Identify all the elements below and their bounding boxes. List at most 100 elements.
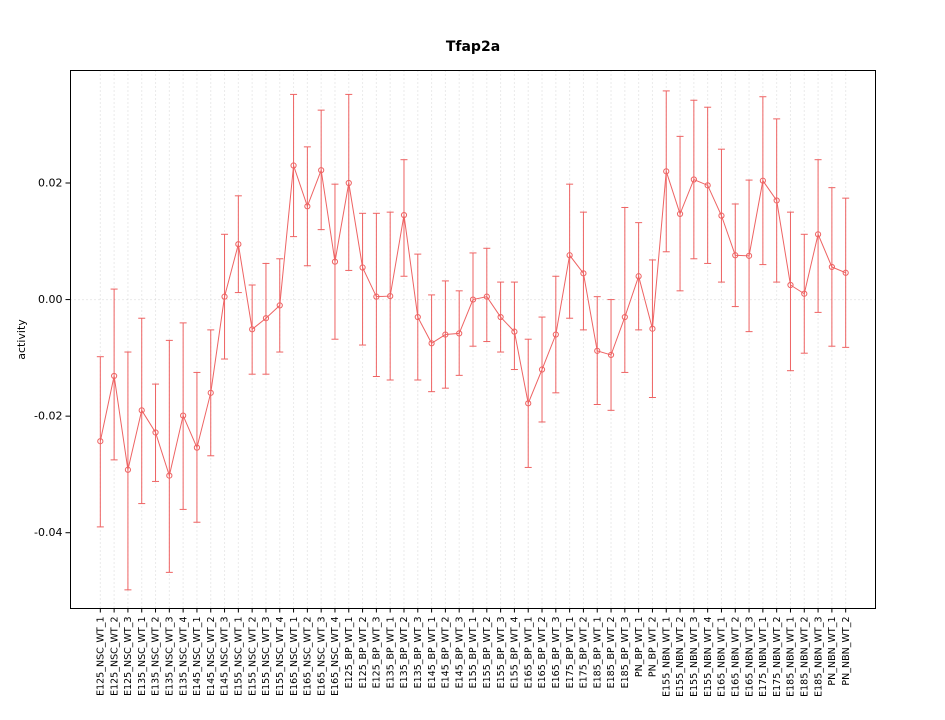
x-tick-label: PN_BP_WT_1 bbox=[634, 617, 645, 678]
x-tick-label: E185_BP_WT_3 bbox=[620, 617, 631, 689]
data-point-marker bbox=[469, 296, 477, 303]
data-point-marker bbox=[456, 330, 463, 337]
data-point-marker bbox=[442, 331, 449, 338]
x-tick-label: E155_BP_WT_3 bbox=[496, 617, 507, 689]
data-point-marker bbox=[663, 168, 670, 175]
data-point-marker bbox=[566, 252, 573, 259]
data-point-marker bbox=[249, 326, 256, 333]
x-tick-label: E185_NBN_WT_2 bbox=[799, 617, 810, 697]
data-point-marker bbox=[318, 167, 325, 174]
data-point-marker bbox=[759, 177, 766, 184]
data-point-marker bbox=[773, 197, 780, 204]
data-point-marker bbox=[138, 407, 145, 414]
data-point-marker bbox=[607, 351, 615, 359]
data-point-marker bbox=[621, 313, 628, 321]
data-point-marker bbox=[649, 325, 656, 332]
x-tick-label: E175_NBN_WT_1 bbox=[758, 617, 769, 697]
data-point-marker bbox=[276, 302, 283, 309]
data-point-marker bbox=[400, 211, 408, 219]
data-points bbox=[97, 162, 849, 479]
x-tick-label: E155_NBN_WT_4 bbox=[703, 617, 714, 697]
chart-title: Tfap2a bbox=[445, 39, 501, 55]
x-tick-label: E135_BP_WT_2 bbox=[399, 617, 410, 689]
data-point-marker bbox=[732, 252, 739, 259]
data-point-marker bbox=[676, 210, 684, 217]
x-tick-label: E125_BP_WT_1 bbox=[344, 617, 355, 689]
x-tick-label: E145_NSC_WT_3 bbox=[220, 617, 231, 696]
data-point-marker bbox=[538, 366, 546, 373]
x-tick-label: E135_NSC_WT_4 bbox=[178, 617, 189, 696]
y-tick-label: 0.02 bbox=[38, 176, 63, 189]
x-tick-label: E175_NBN_WT_2 bbox=[772, 617, 783, 697]
x-tick-label: E155_NSC_WT_4 bbox=[275, 617, 286, 696]
x-tick-label: E155_BP_WT_4 bbox=[510, 617, 521, 689]
x-tick-label: E145_BP_WT_2 bbox=[441, 617, 452, 689]
x-tick-label: E135_NSC_WT_2 bbox=[151, 617, 162, 696]
x-tick-label: E145_NSC_WT_1 bbox=[192, 617, 203, 696]
data-point-marker bbox=[166, 472, 173, 479]
x-tick-label: E175_BP_WT_2 bbox=[579, 617, 590, 689]
x-tick-label: E185_BP_WT_1 bbox=[592, 617, 603, 689]
x-tick-label: E185_NBN_WT_1 bbox=[786, 617, 797, 697]
x-axis: E125_NSC_WT_1 E125_NSC_WT_2 E125_NSC_WT_3 E… bbox=[96, 608, 852, 697]
data-point-marker bbox=[704, 182, 711, 189]
y-tick-label: -0.04 bbox=[34, 526, 62, 539]
data-point-marker bbox=[842, 269, 849, 276]
data-point-marker bbox=[387, 292, 394, 300]
data-point-marker bbox=[414, 313, 421, 321]
data-point-marker bbox=[111, 372, 118, 380]
x-tick-label: E145_BP_WT_3 bbox=[454, 617, 465, 689]
data-point-marker bbox=[193, 444, 201, 451]
x-tick-label: E145_NSC_WT_2 bbox=[206, 617, 217, 696]
data-point-marker bbox=[207, 389, 214, 396]
x-tick-label: E165_NSC_WT_3 bbox=[316, 617, 327, 696]
x-tick-label: E165_NSC_WT_1 bbox=[289, 617, 300, 696]
x-tick-label: E125_BP_WT_2 bbox=[358, 617, 369, 689]
data-point-marker bbox=[97, 438, 104, 445]
x-tick-label: E125_NSC_WT_3 bbox=[123, 617, 134, 696]
x-tick-label: E135_NSC_WT_3 bbox=[165, 617, 176, 696]
x-tick-label: E185_NBN_WT_3 bbox=[813, 617, 824, 697]
x-tick-label: E165_NSC_WT_2 bbox=[303, 617, 314, 696]
data-point-marker bbox=[525, 400, 532, 407]
x-tick-label: E165_NBN_WT_1 bbox=[717, 617, 728, 697]
data-point-marker bbox=[635, 273, 642, 280]
data-point-marker bbox=[331, 258, 339, 265]
x-tick-label: E165_NBN_WT_2 bbox=[730, 617, 741, 697]
data-point-marker bbox=[814, 231, 822, 238]
data-point-marker bbox=[428, 340, 435, 347]
data-point-marker bbox=[304, 203, 311, 210]
data-point-marker bbox=[359, 264, 366, 271]
data-point-marker bbox=[690, 176, 697, 183]
data-point-marker bbox=[718, 212, 725, 219]
data-point-marker bbox=[580, 270, 587, 277]
x-tick-label: PN_NBN_WT_2 bbox=[841, 617, 852, 686]
data-point-marker bbox=[262, 315, 270, 322]
x-tick-label: E125_BP_WT_3 bbox=[372, 617, 383, 689]
y-tick-label: -0.02 bbox=[34, 410, 62, 423]
data-point-marker bbox=[497, 313, 504, 321]
data-point-marker bbox=[345, 179, 352, 187]
x-tick-label: E125_NSC_WT_1 bbox=[96, 617, 107, 696]
x-tick-label: E165_BP_WT_1 bbox=[523, 617, 534, 689]
x-tick-label: E165_NSC_WT_4 bbox=[330, 617, 341, 696]
x-tick-label: E165_BP_WT_3 bbox=[551, 617, 562, 689]
data-line bbox=[99, 165, 846, 478]
data-point-marker bbox=[594, 347, 601, 354]
x-tick-label: E135_NSC_WT_1 bbox=[137, 617, 148, 696]
data-point-marker bbox=[235, 241, 242, 248]
x-tick-label: E125_NSC_WT_2 bbox=[109, 617, 120, 696]
data-point-marker bbox=[552, 331, 559, 338]
data-point-marker bbox=[511, 328, 518, 335]
x-tick-label: E155_NSC_WT_3 bbox=[261, 617, 272, 696]
x-tick-label: E165_NBN_WT_3 bbox=[744, 617, 755, 697]
data-point-marker bbox=[180, 412, 187, 419]
x-tick-label: E155_NSC_WT_1 bbox=[234, 617, 245, 696]
data-point-marker bbox=[828, 263, 835, 271]
x-tick-label: PN_BP_WT_2 bbox=[648, 617, 659, 678]
x-tick-label: E175_BP_WT_1 bbox=[565, 617, 576, 689]
data-point-marker bbox=[373, 293, 380, 300]
x-tick-label: E185_BP_WT_2 bbox=[606, 617, 617, 689]
